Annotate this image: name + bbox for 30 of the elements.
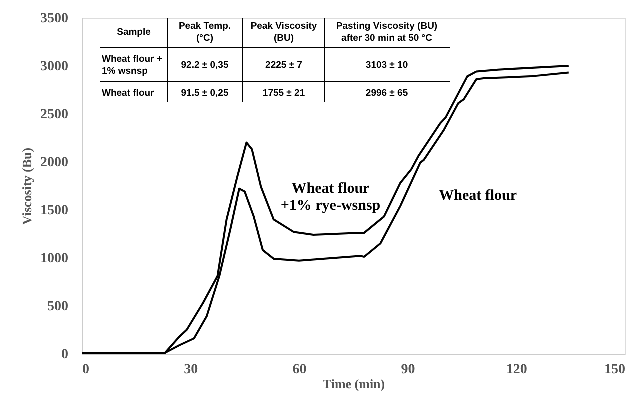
y-tick-label: 1500 — [40, 204, 68, 218]
series-label: Wheat flour +1% rye-wsnsp — [280, 181, 381, 214]
x-tick-label: 120 — [506, 362, 528, 378]
y-tick-label: 3000 — [40, 60, 68, 74]
x-tick-label: 90 — [401, 362, 416, 378]
annotation: Peak Temp. (°C) — [178, 21, 232, 44]
x-axis-title: Time (min) — [322, 376, 386, 392]
annotation: Pasting Viscosity (BU) after 30 min at 50 °C — [336, 21, 438, 44]
x-tick-label: 30 — [184, 362, 198, 378]
y-tick-label: 500 — [48, 300, 68, 314]
x-tick-label: 60 — [292, 362, 307, 378]
y-tick-label: 0 — [62, 348, 68, 362]
annotation: Wheat flour — [102, 88, 155, 99]
annotation: 3103 ± 10 — [366, 60, 408, 71]
annotation: 91.5 ± 0,25 — [181, 88, 230, 99]
series-label: Wheat flour — [439, 188, 518, 204]
annotation: Sample — [117, 27, 151, 38]
y-tick-label: 1000 — [40, 252, 68, 266]
annotation: 2225 ± 7 — [266, 60, 302, 71]
annotation: Peak Viscosity (BU) — [250, 21, 318, 44]
annotation: Wheat flour + 1% wsnsp — [102, 54, 163, 77]
y-tick-label: 2500 — [40, 108, 68, 122]
y-axis-title: Viscosity (Bu) — [20, 148, 34, 226]
x-tick-label: 150 — [604, 362, 626, 378]
y-tick-label: 3500 — [40, 12, 68, 26]
annotation: 2996 ± 65 — [366, 88, 409, 99]
annotation: 1755 ± 21 — [262, 88, 306, 99]
annotation: 92.2 ± 0,35 — [181, 60, 230, 71]
y-tick-label: 2000 — [40, 156, 68, 170]
x-tick-label: 0 — [82, 362, 90, 378]
